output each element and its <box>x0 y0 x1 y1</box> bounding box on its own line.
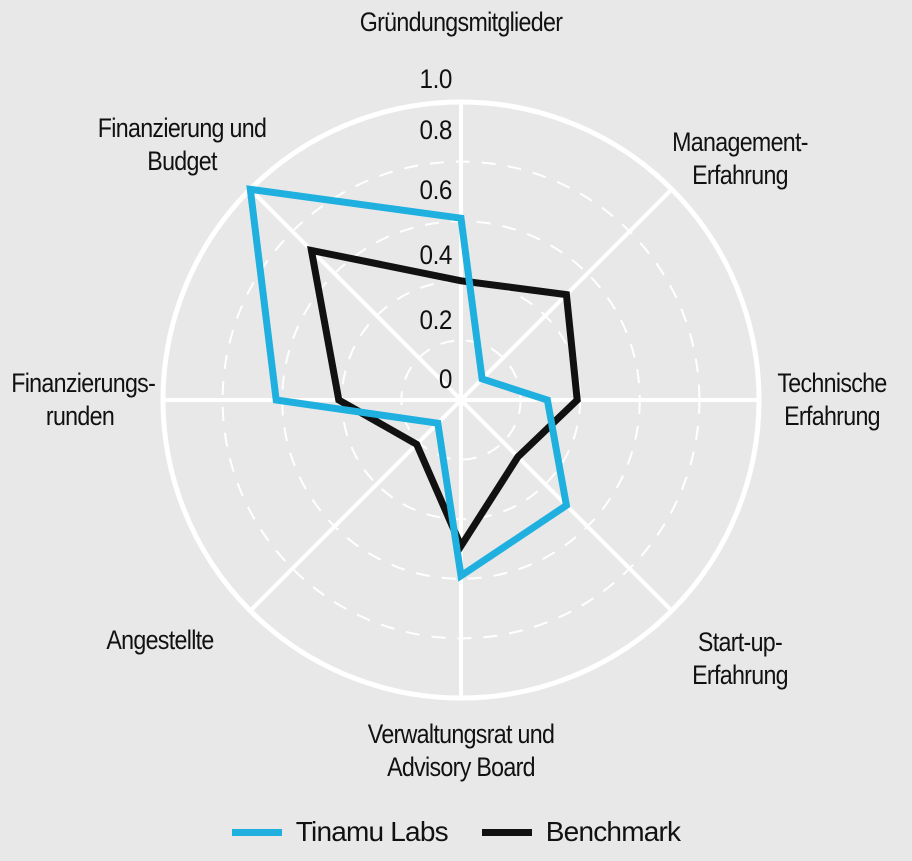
legend-label-benchmark: Benchmark <box>545 816 681 847</box>
legend-swatch-tinamu <box>231 828 282 836</box>
axis-label-angestellte: Angestellte <box>74 624 246 657</box>
axis-label-line: Management- <box>672 127 808 157</box>
axis-label-line: Finanzierung und <box>97 113 267 143</box>
grid-spoke <box>248 187 463 402</box>
legend-item-benchmark[interactable]: Benchmark <box>481 816 681 848</box>
axis-label-line: Start-up- <box>697 627 783 657</box>
axis-label-verwaltungsrat: Verwaltungsrat und Advisory Board <box>332 718 590 784</box>
axis-label-line: Budget <box>147 146 217 176</box>
legend: Tinamu Labs Benchmark <box>0 812 912 852</box>
axis-label-finanzierungsrunden: Finanzierungs- runden <box>11 367 156 433</box>
tick-label-0-4: 0.4 <box>419 240 453 270</box>
legend-item-tinamu-labs[interactable]: Tinamu Labs <box>231 816 449 848</box>
axis-label-startup-erfahrung: Start-up- Erfahrung <box>654 626 826 692</box>
axis-label-text: Gründungsmitglieder <box>359 7 563 37</box>
axis-label-line: runden <box>45 401 115 431</box>
grid-spoke <box>248 398 463 613</box>
series-tinamu-labs <box>246 185 571 582</box>
axis-label-line: Verwaltungsrat und <box>367 719 555 749</box>
axis-label-line: Erfahrung <box>784 401 880 431</box>
axis-label-management-erfahrung: Management- Erfahrung <box>637 126 843 192</box>
radar-series <box>246 185 581 582</box>
axis-label-line: Erfahrung <box>692 160 788 190</box>
tick-label-1-0: 1.0 <box>419 64 453 94</box>
axis-label-line: Erfahrung <box>692 660 788 690</box>
axis-label-line: Advisory Board <box>387 752 536 782</box>
legend-swatch-benchmark <box>481 828 532 836</box>
legend-label-tinamu: Tinamu Labs <box>295 816 449 847</box>
tick-label-0-2: 0.2 <box>419 305 453 335</box>
axis-label-line: Technische <box>777 368 887 398</box>
axis-label-technische-erfahrung: Technische Erfahrung <box>763 367 901 433</box>
axis-label-line: Finanzierungs- <box>11 368 156 398</box>
series-benchmark <box>307 245 581 554</box>
tick-label-0: 0 <box>438 364 453 394</box>
axis-label-text: Angestellte <box>106 625 214 655</box>
axis-label-gruendungsmitglieder: Gründungsmitglieder <box>332 6 590 39</box>
tick-label-0-8: 0.8 <box>419 115 453 145</box>
axis-label-finanzierung-budget: Finanzierung und Budget <box>70 112 294 178</box>
tick-label-0-6: 0.6 <box>419 175 453 205</box>
